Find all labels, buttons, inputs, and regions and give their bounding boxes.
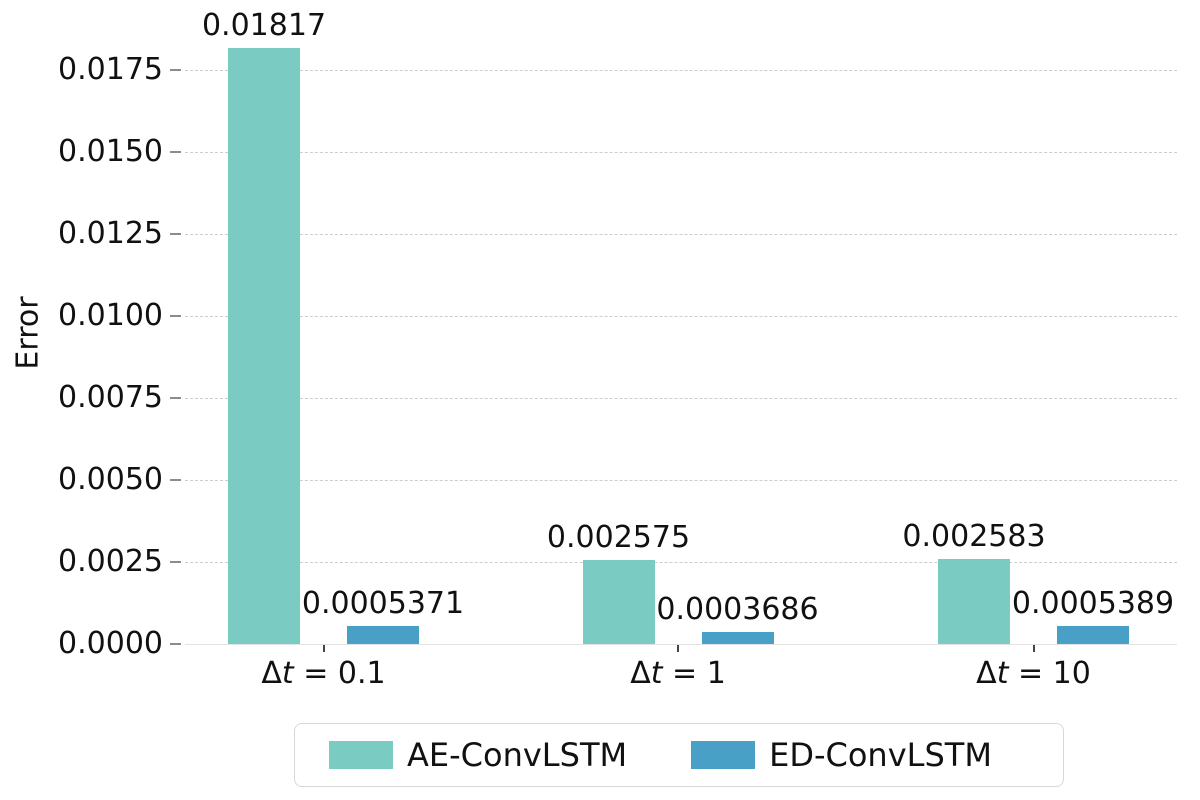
legend-label-ae-convlstm: AE-ConvLSTM bbox=[407, 736, 628, 774]
y-tick-mark-0.0150 bbox=[170, 151, 181, 153]
x-tick-label-2: Δt = 1 bbox=[630, 656, 726, 691]
legend-entry-ed-convlstm: ED-ConvLSTM bbox=[691, 736, 992, 774]
bar-value-label-ae-convlstm-1: 0.01817 bbox=[201, 8, 327, 44]
y-axis-label: Error bbox=[10, 296, 46, 370]
y-tick-label-0.0025: 0.0025 bbox=[58, 544, 163, 579]
bar-ae-convlstm-2 bbox=[582, 559, 655, 644]
y-tick-mark-0.0175 bbox=[170, 69, 181, 71]
y-gridline-0.0025 bbox=[185, 561, 1177, 563]
y-gridline-0.0175 bbox=[185, 69, 1177, 71]
bar-value-label-ed-convlstm-3: 0.0005389 bbox=[1011, 586, 1175, 622]
x-tick-label-1: Δt = 0.1 bbox=[261, 656, 386, 691]
y-tick-label-0.0100: 0.0100 bbox=[58, 298, 163, 333]
bar-ae-convlstm-3 bbox=[938, 559, 1010, 644]
y-tick-mark-0.0075 bbox=[170, 397, 181, 399]
bar-value-label-ae-convlstm-2: 0.002575 bbox=[546, 519, 691, 555]
legend-swatch-ae-convlstm bbox=[329, 741, 393, 769]
legend: AE-ConvLSTM ED-ConvLSTM bbox=[294, 723, 1064, 787]
x-tick-mark-1 bbox=[322, 645, 325, 652]
y-tick-label-0.0000: 0.0000 bbox=[58, 626, 163, 661]
bar-value-label-ed-convlstm-1: 0.0005371 bbox=[301, 586, 465, 622]
x-tick-mark-3 bbox=[1032, 645, 1035, 652]
legend-swatch-ed-convlstm bbox=[691, 741, 756, 769]
y-tick-mark-0.0025 bbox=[170, 561, 181, 563]
bar-ae-convlstm-1 bbox=[228, 48, 300, 644]
y-tick-mark-0.0050 bbox=[170, 479, 181, 481]
bar-ed-convlstm-3 bbox=[1057, 626, 1129, 644]
y-gridline-0.0100 bbox=[185, 315, 1177, 317]
y-tick-label-0.0175: 0.0175 bbox=[58, 52, 163, 87]
y-tick-label-0.0075: 0.0075 bbox=[58, 380, 163, 415]
y-tick-label-0.0050: 0.0050 bbox=[58, 462, 163, 497]
bar-ed-convlstm-1 bbox=[347, 626, 419, 644]
y-tick-mark-0.0000 bbox=[170, 643, 181, 645]
bar-ed-convlstm-2 bbox=[701, 631, 774, 644]
legend-entry-ae-convlstm: AE-ConvLSTM bbox=[329, 736, 627, 774]
bar-value-label-ed-convlstm-2: 0.0003686 bbox=[656, 591, 819, 627]
y-tick-mark-0.0100 bbox=[170, 315, 181, 317]
y-gridline-0.0050 bbox=[185, 479, 1177, 481]
y-tick-label-0.0125: 0.0125 bbox=[58, 216, 163, 251]
y-gridline-0.0150 bbox=[185, 151, 1177, 153]
y-tick-mark-0.0125 bbox=[170, 233, 181, 235]
y-gridline-0.0075 bbox=[185, 397, 1177, 399]
legend-label-ed-convlstm: ED-ConvLSTM bbox=[769, 736, 992, 774]
x-tick-mark-2 bbox=[677, 645, 679, 652]
y-gridline-0.0125 bbox=[185, 233, 1177, 235]
y-tick-label-0.0150: 0.0150 bbox=[58, 134, 163, 169]
x-tick-label-3: Δt = 10 bbox=[976, 656, 1091, 691]
y-gridline-0.0000 bbox=[185, 643, 1177, 645]
bar-value-label-ae-convlstm-3: 0.002583 bbox=[902, 519, 1046, 555]
